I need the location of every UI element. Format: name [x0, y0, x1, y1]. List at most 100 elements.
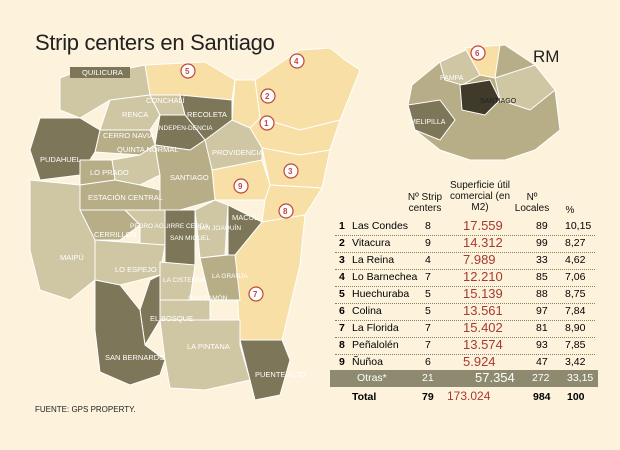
row-locales: 89	[536, 220, 548, 232]
row-superficie: 5.924	[463, 354, 496, 369]
row-superficie: 7.989	[463, 252, 496, 267]
commune-maipu: MAIPÚ	[60, 253, 84, 262]
row-commune: Lo Barnechea	[352, 271, 418, 283]
commune-quilicura: QUILICURA	[82, 68, 123, 77]
otras-name: Otras*	[357, 372, 387, 384]
inset-label-melipilla: MELIPILLA	[410, 119, 446, 126]
row-locales: 81	[536, 322, 548, 334]
commune-san-miguel: SAN MIGUEL	[170, 235, 210, 242]
total-strip: 79	[422, 391, 434, 403]
badge-2-label: 2	[265, 92, 270, 101]
commune-pedro-aguirre-cerda: PEDRO AGUIRRE CERDA	[130, 223, 209, 230]
table-row: 8 Peñalolén 7 13.574 93 7,85	[335, 337, 595, 355]
row-commune: Ñuñoa	[352, 356, 383, 368]
total-locales: 984	[533, 391, 551, 403]
commune-el-bosque: EL BOSQUE	[150, 314, 193, 323]
badge-1[interactable]	[259, 115, 275, 131]
row-strip: 8	[425, 220, 431, 232]
row-pct: 7,84	[565, 305, 586, 317]
inset-rm-label: RM	[533, 47, 560, 66]
row-commune: Huechuraba	[352, 288, 410, 300]
header-strip: Nº Strip centers	[407, 192, 443, 214]
commune-san-ramon: SAN RAMÓN	[188, 293, 228, 302]
table-row: 7 La Florida 7 15.402 81 8,90	[335, 320, 595, 338]
table-row: 5 Huechuraba 5 15.139 88 8,75	[335, 286, 595, 304]
row-commune: Colina	[352, 305, 382, 317]
row-commune: La Florida	[352, 322, 399, 334]
row-commune: Peñalolén	[352, 339, 399, 351]
row-pct: 4,62	[565, 254, 586, 266]
row-number: 8	[339, 339, 345, 351]
badge-4-label: 4	[294, 57, 299, 66]
commune-san-bernardo: SAN BERNARDO	[105, 353, 165, 362]
row-superficie: 15.402	[463, 320, 503, 335]
commune-san-joaquin: SAN JOAQUÍN	[197, 223, 241, 232]
otras-superficie: 57.354	[475, 370, 515, 385]
page-title: Strip centers en Santiago	[35, 30, 275, 55]
badge-7[interactable]	[248, 286, 264, 302]
commune-santiago: SANTIAGO	[170, 173, 209, 182]
row-locales: 33	[536, 254, 548, 266]
row-number: 3	[339, 254, 345, 266]
badge-8-label: 8	[283, 207, 288, 216]
commune-recoleta: RECOLETA	[187, 110, 227, 119]
badge-5[interactable]	[180, 63, 196, 79]
header-pct: %	[565, 205, 575, 216]
row-locales: 99	[536, 237, 548, 249]
row-number: 5	[339, 288, 345, 300]
commune-cerro-navia: CERRO NAVIA	[103, 131, 154, 140]
commune-cerrillos: CERRILLOS	[94, 230, 137, 239]
row-number: 2	[339, 237, 345, 249]
total-row: Total 79 173.024 984 100	[335, 389, 595, 405]
commune-la-cisterna: LA CISTERNA	[163, 277, 206, 284]
inset-badge-6	[470, 45, 486, 61]
badge-3[interactable]	[283, 163, 299, 179]
header-locales: Nº Locales	[514, 192, 550, 214]
row-strip: 7	[425, 322, 431, 334]
otras-locales: 272	[532, 372, 550, 384]
badge-2[interactable]	[260, 88, 276, 104]
row-number: 7	[339, 322, 345, 334]
commune-providencia: PROVIDENCIA	[212, 148, 264, 157]
region-vitacura[interactable]	[231, 79, 261, 129]
row-superficie: 12.210	[463, 269, 503, 284]
badge-4[interactable]	[289, 53, 305, 69]
commune-quinta-normal: QUINTA NORMAL	[117, 145, 179, 154]
row-superficie: 13.561	[463, 303, 503, 318]
commune-la-pintana: LA PINTANA	[187, 342, 230, 351]
region-penalolen[interactable]	[261, 184, 323, 223]
total-superficie: 173.024	[447, 389, 491, 403]
row-pct: 3,42	[565, 356, 586, 368]
badge-9[interactable]	[233, 178, 249, 194]
commune-macul: MACUL	[232, 213, 258, 222]
commune-independencia: INDEPEN-DENCIA	[157, 125, 213, 132]
source-note: FUENTE: GPS PROPERTY.	[35, 405, 136, 414]
row-number: 1	[339, 220, 345, 232]
table-row: 1 Las Condes 8 17.559 89 10,15	[335, 218, 595, 236]
commune-lo-espejo: LO ESPEJO	[115, 265, 157, 274]
row-strip: 9	[425, 237, 431, 249]
map-badges: 1 2 3 4 5 7 8 9	[180, 53, 305, 302]
header-superficie: Superficie útil comercial (en M2)	[449, 180, 511, 213]
row-strip: 7	[425, 339, 431, 351]
row-commune: La Reina	[352, 254, 395, 266]
row-strip: 6	[425, 356, 431, 368]
badge-1-label: 1	[264, 119, 269, 128]
row-locales: 85	[536, 271, 548, 283]
row-pct: 7,06	[565, 271, 586, 283]
table-row: 4 Lo Barnechea 7 12.210 85 7,06	[335, 269, 595, 287]
row-pct: 8,75	[565, 288, 586, 300]
row-locales: 93	[536, 339, 548, 351]
table-row: 3 La Reina 4 7.989 33 4,62	[335, 252, 595, 270]
row-strip: 5	[425, 305, 431, 317]
row-pct: 10,15	[565, 220, 592, 232]
commune-la-granja: LA GRANJA	[212, 273, 248, 280]
row-locales: 97	[536, 305, 548, 317]
row-superficie: 14.312	[463, 235, 503, 250]
row-locales: 88	[536, 288, 548, 300]
badge-8[interactable]	[278, 203, 294, 219]
otras-pct: 33,15	[567, 372, 594, 384]
row-pct: 8,90	[565, 322, 586, 334]
commune-estacion-central: ESTACIÓN CENTRAL	[88, 193, 163, 202]
